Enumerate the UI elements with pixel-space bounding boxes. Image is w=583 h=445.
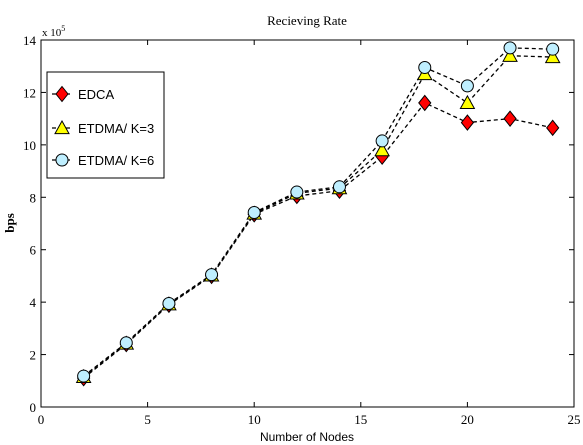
- series-1-point: [502, 47, 518, 62]
- series-2-point: [77, 369, 91, 383]
- series-2-point: [375, 134, 389, 148]
- x-tick-label: 10: [248, 412, 261, 427]
- legend-label-0: EDCA: [78, 87, 114, 102]
- y-axis-label: bps: [2, 213, 17, 233]
- legend-marker-0: [55, 85, 69, 103]
- y-tick-label: 0: [30, 400, 37, 415]
- x-tick-label: 5: [144, 412, 151, 427]
- series-2-point: [503, 41, 517, 55]
- x-tick-label: 20: [461, 412, 474, 427]
- y-tick-label: 10: [23, 138, 36, 153]
- series-2-point: [119, 336, 133, 350]
- series-2-point: [162, 296, 176, 310]
- x-tick-label: 0: [38, 412, 45, 427]
- series-2-point: [546, 42, 560, 56]
- legend-label-1: ETDMA/ K=3: [78, 121, 154, 136]
- y-tick-label: 6: [30, 243, 37, 258]
- x-tick-label: 25: [568, 412, 581, 427]
- series-2-point: [247, 205, 261, 219]
- series-0-point: [418, 94, 432, 112]
- series-1-point: [459, 94, 476, 110]
- y-tick-label: 12: [23, 85, 36, 100]
- legend-marker-2: [55, 153, 69, 167]
- y-tick-label: 2: [30, 348, 37, 363]
- series-2-point: [460, 79, 474, 93]
- chart-title: Recieving Rate: [267, 13, 347, 28]
- y-ticks: 0 2 4 6 8 10 12 14: [23, 33, 574, 415]
- series-0-point: [546, 119, 560, 137]
- series-2-point: [418, 61, 432, 75]
- series-line-2: [83, 47, 553, 377]
- series-0-point: [503, 110, 517, 127]
- series-lines: [83, 47, 553, 379]
- series-markers: [75, 41, 561, 387]
- legend-marker-1: [54, 119, 70, 135]
- series-2-point: [290, 185, 304, 199]
- series-line-1: [83, 55, 553, 378]
- series-2-point: [205, 268, 219, 282]
- y-scale-label: x 105: [42, 24, 65, 39]
- series-line-0: [83, 102, 553, 379]
- legend: EDCA ETDMA/ K=3 ETDMA/ K=6: [46, 71, 165, 179]
- series-0-point: [460, 114, 475, 131]
- series-2-point: [332, 180, 346, 194]
- series-1-point: [374, 142, 390, 157]
- x-axis-label: Number of Nodes: [260, 430, 354, 444]
- series-1-point: [544, 49, 561, 64]
- y-tick-label: 8: [30, 190, 37, 205]
- y-tick-label: 4: [30, 295, 37, 310]
- x-ticks: 0 5 10 15 20 25: [38, 40, 581, 427]
- y-tick-label: 14: [23, 33, 37, 48]
- legend-label-2: ETDMA/ K=6: [78, 153, 154, 168]
- x-tick-label: 15: [354, 412, 367, 427]
